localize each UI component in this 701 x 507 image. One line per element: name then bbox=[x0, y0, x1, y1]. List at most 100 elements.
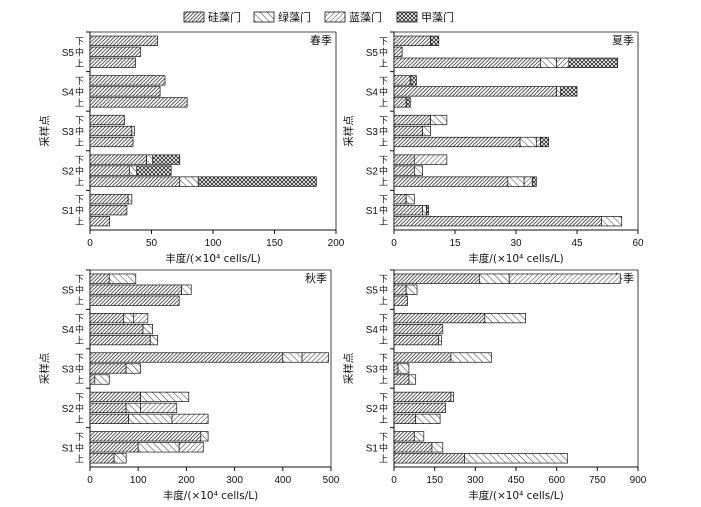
level-label: 中 bbox=[75, 86, 84, 98]
bar-segment-s3-硅藻门 bbox=[393, 363, 399, 374]
bar-segment-s5-硅藻门 bbox=[393, 284, 407, 295]
bar-segment-s5-绿藻门 bbox=[405, 284, 418, 295]
legend-swatch-1 bbox=[183, 11, 205, 23]
bar-segment-s3-绿藻门 bbox=[125, 363, 141, 374]
bar-segment-s5-硅藻门 bbox=[89, 273, 110, 284]
legend-swatch-4 bbox=[396, 11, 418, 23]
bar-segment-s3-蓝藻门 bbox=[301, 352, 329, 363]
level-label: 中 bbox=[75, 205, 84, 217]
level-label: 中 bbox=[75, 363, 84, 375]
site-label: S2 bbox=[62, 404, 75, 415]
level-label: 下 bbox=[75, 315, 84, 325]
level-label: 上 bbox=[75, 58, 84, 69]
bar-segment-s2-绿藻门 bbox=[450, 391, 454, 402]
bar-segment-s5-绿藻门 bbox=[108, 273, 137, 284]
bar-segment-s2-硅藻门 bbox=[89, 154, 147, 165]
legend-label-4: 甲藻门 bbox=[421, 10, 454, 24]
site-label: S2 bbox=[62, 167, 75, 178]
bar-segment-s2-甲藻门 bbox=[136, 165, 172, 176]
bar-segment-s3-绿藻门 bbox=[450, 352, 492, 363]
x-tick-label: 15 bbox=[449, 238, 461, 249]
site-label: S4 bbox=[62, 325, 75, 336]
bar-segment-s5-硅藻门 bbox=[393, 35, 431, 46]
bar-segment-s1-硅藻门 bbox=[89, 216, 111, 227]
bar-segment-s2-绿藻门 bbox=[507, 176, 525, 187]
bar-segment-s3-甲藻门 bbox=[540, 136, 549, 148]
bar-segment-s1-绿藻门 bbox=[431, 442, 444, 453]
bar-segment-s2-蓝藻门 bbox=[413, 154, 448, 165]
level-label: 上 bbox=[379, 138, 388, 149]
panel-title: 春季 bbox=[310, 34, 332, 47]
bar-segment-s4-硅藻门 bbox=[393, 324, 444, 335]
site-label: S4 bbox=[366, 87, 379, 98]
bar-segment-s2-绿藻门 bbox=[415, 413, 441, 424]
legend-label-1: 硅藻门 bbox=[208, 10, 241, 24]
legend: 硅藻门 绿藻门 蓝藻门 甲藻门 bbox=[183, 10, 454, 24]
bar-segment-s2-绿藻门 bbox=[413, 165, 423, 176]
site-label: S1 bbox=[366, 443, 379, 454]
bar-segment-s2-蓝藻门 bbox=[140, 402, 178, 413]
level-label: 下 bbox=[75, 354, 84, 364]
bar-segment-s1-绿藻门 bbox=[405, 194, 415, 205]
bar-segment-s2-绿藻门 bbox=[140, 391, 190, 402]
bar-segment-s3-绿藻门 bbox=[131, 125, 135, 137]
bar-segment-s2-绿藻门 bbox=[146, 154, 154, 165]
level-label: 中 bbox=[379, 284, 388, 296]
level-label: 上 bbox=[379, 58, 388, 69]
bar-segment-s3-蓝藻门 bbox=[535, 136, 541, 148]
level-label: 中 bbox=[379, 46, 388, 58]
bar-segment-s1-硅藻门 bbox=[393, 442, 433, 453]
x-tick-label: 150 bbox=[426, 475, 443, 486]
level-label: 下 bbox=[75, 393, 84, 403]
legend-label-3: 蓝藻门 bbox=[349, 10, 382, 24]
bar-segment-s2-蓝藻门 bbox=[171, 413, 209, 424]
x-tick-label: 0 bbox=[87, 238, 93, 249]
legend-swatch-2 bbox=[253, 11, 275, 23]
bar-segment-s2-硅藻门 bbox=[89, 413, 129, 424]
x-axis-label: 丰度/(×10⁴ cells/L) bbox=[163, 489, 258, 502]
bar-segment-s3-硅藻门 bbox=[89, 352, 284, 363]
y-axis-label: 采样点 bbox=[38, 115, 51, 147]
level-label: 上 bbox=[75, 375, 84, 386]
level-label: 下 bbox=[75, 77, 84, 87]
site-label: S3 bbox=[62, 365, 75, 376]
site-label: S5 bbox=[62, 48, 75, 59]
bar-segment-s4-硅藻门 bbox=[89, 97, 188, 108]
bar-segment-s4-甲藻门 bbox=[409, 75, 417, 86]
bar-segment-s2-绿藻门 bbox=[129, 165, 138, 176]
level-label: 下 bbox=[379, 393, 388, 403]
bar-segment-s1-硅藻门 bbox=[393, 453, 465, 464]
panel-title: 秋季 bbox=[305, 271, 327, 285]
bar-segment-s4-绿藻门 bbox=[438, 335, 442, 346]
x-tick-label: 300 bbox=[467, 475, 484, 486]
level-label: 下 bbox=[379, 315, 388, 325]
bar-segment-s4-硅藻门 bbox=[89, 313, 125, 324]
bar-segment-s1-绿藻门 bbox=[137, 442, 180, 453]
bar-segment-s4-甲藻门 bbox=[560, 86, 578, 97]
level-label: 中 bbox=[379, 402, 388, 414]
level-label: 上 bbox=[75, 454, 84, 465]
level-label: 上 bbox=[75, 296, 84, 307]
bar-segment-s1-硅藻门 bbox=[89, 431, 202, 442]
level-label: 中 bbox=[75, 46, 84, 58]
site-label: S5 bbox=[366, 286, 379, 297]
level-label: 中 bbox=[75, 442, 84, 454]
bar-segment-s5-甲藻门 bbox=[430, 35, 440, 46]
level-label: 下 bbox=[75, 117, 84, 127]
x-tick-label: 0 bbox=[391, 238, 397, 249]
level-label: 下 bbox=[379, 37, 388, 47]
legend-label-2: 绿藻门 bbox=[278, 10, 311, 24]
bar-segment-s2-硅藻门 bbox=[89, 402, 127, 413]
site-label: S1 bbox=[366, 206, 379, 217]
bar-segment-s5-绿藻门 bbox=[540, 57, 558, 68]
level-label: 中 bbox=[75, 165, 84, 177]
bar-segment-s4-绿藻门 bbox=[484, 313, 526, 324]
bar-segment-s3-硅藻门 bbox=[393, 374, 410, 385]
x-tick-label: 0 bbox=[391, 475, 397, 486]
level-label: 中 bbox=[379, 205, 388, 217]
bar-segment-s5-蓝藻门 bbox=[556, 57, 570, 68]
bar-segment-s3-硅藻门 bbox=[393, 352, 452, 363]
x-tick-label: 0 bbox=[87, 475, 93, 486]
